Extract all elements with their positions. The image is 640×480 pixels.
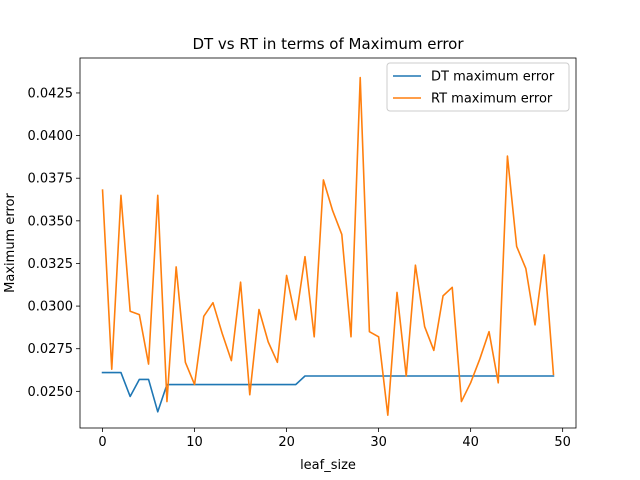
y-tick-label: 0.0325 [28, 257, 74, 272]
y-axis-title: Maximum error [3, 193, 18, 293]
y-tick-label: 0.0300 [28, 300, 74, 315]
legend-label: RT maximum error [431, 92, 553, 107]
x-axis: 0 10 20 30 40 50 [98, 428, 571, 450]
x-axis-title: leaf_size [300, 458, 356, 473]
y-axis: 0.0250 0.0275 0.0300 0.0325 0.0350 0.0375 0.04… [28, 86, 80, 400]
x-tick-label: 40 [462, 435, 479, 450]
x-tick-label: 0 [98, 435, 106, 450]
legend-label: DT maximum error [431, 70, 555, 85]
x-tick-label: 10 [186, 435, 203, 450]
x-tick-label: 20 [278, 435, 295, 450]
series-line-dt [101, 371, 555, 413]
x-tick-label: 30 [370, 435, 387, 450]
legend: DT maximum error RT maximum error [386, 62, 570, 112]
y-tick-label: 0.0350 [28, 214, 74, 229]
y-tick-label: 0.0425 [28, 86, 74, 101]
series-line-rt [101, 76, 555, 417]
y-tick-label: 0.0400 [28, 129, 74, 144]
y-tick-label: 0.0375 [28, 172, 74, 187]
chart-title: DT vs RT in terms of Maximum error [192, 35, 464, 53]
plot-lines [101, 76, 555, 417]
x-tick-label: 50 [554, 435, 571, 450]
plot-frame [79, 57, 577, 429]
y-tick-label: 0.0250 [28, 385, 74, 400]
legend-box [386, 62, 570, 112]
y-tick-label: 0.0275 [28, 342, 74, 357]
